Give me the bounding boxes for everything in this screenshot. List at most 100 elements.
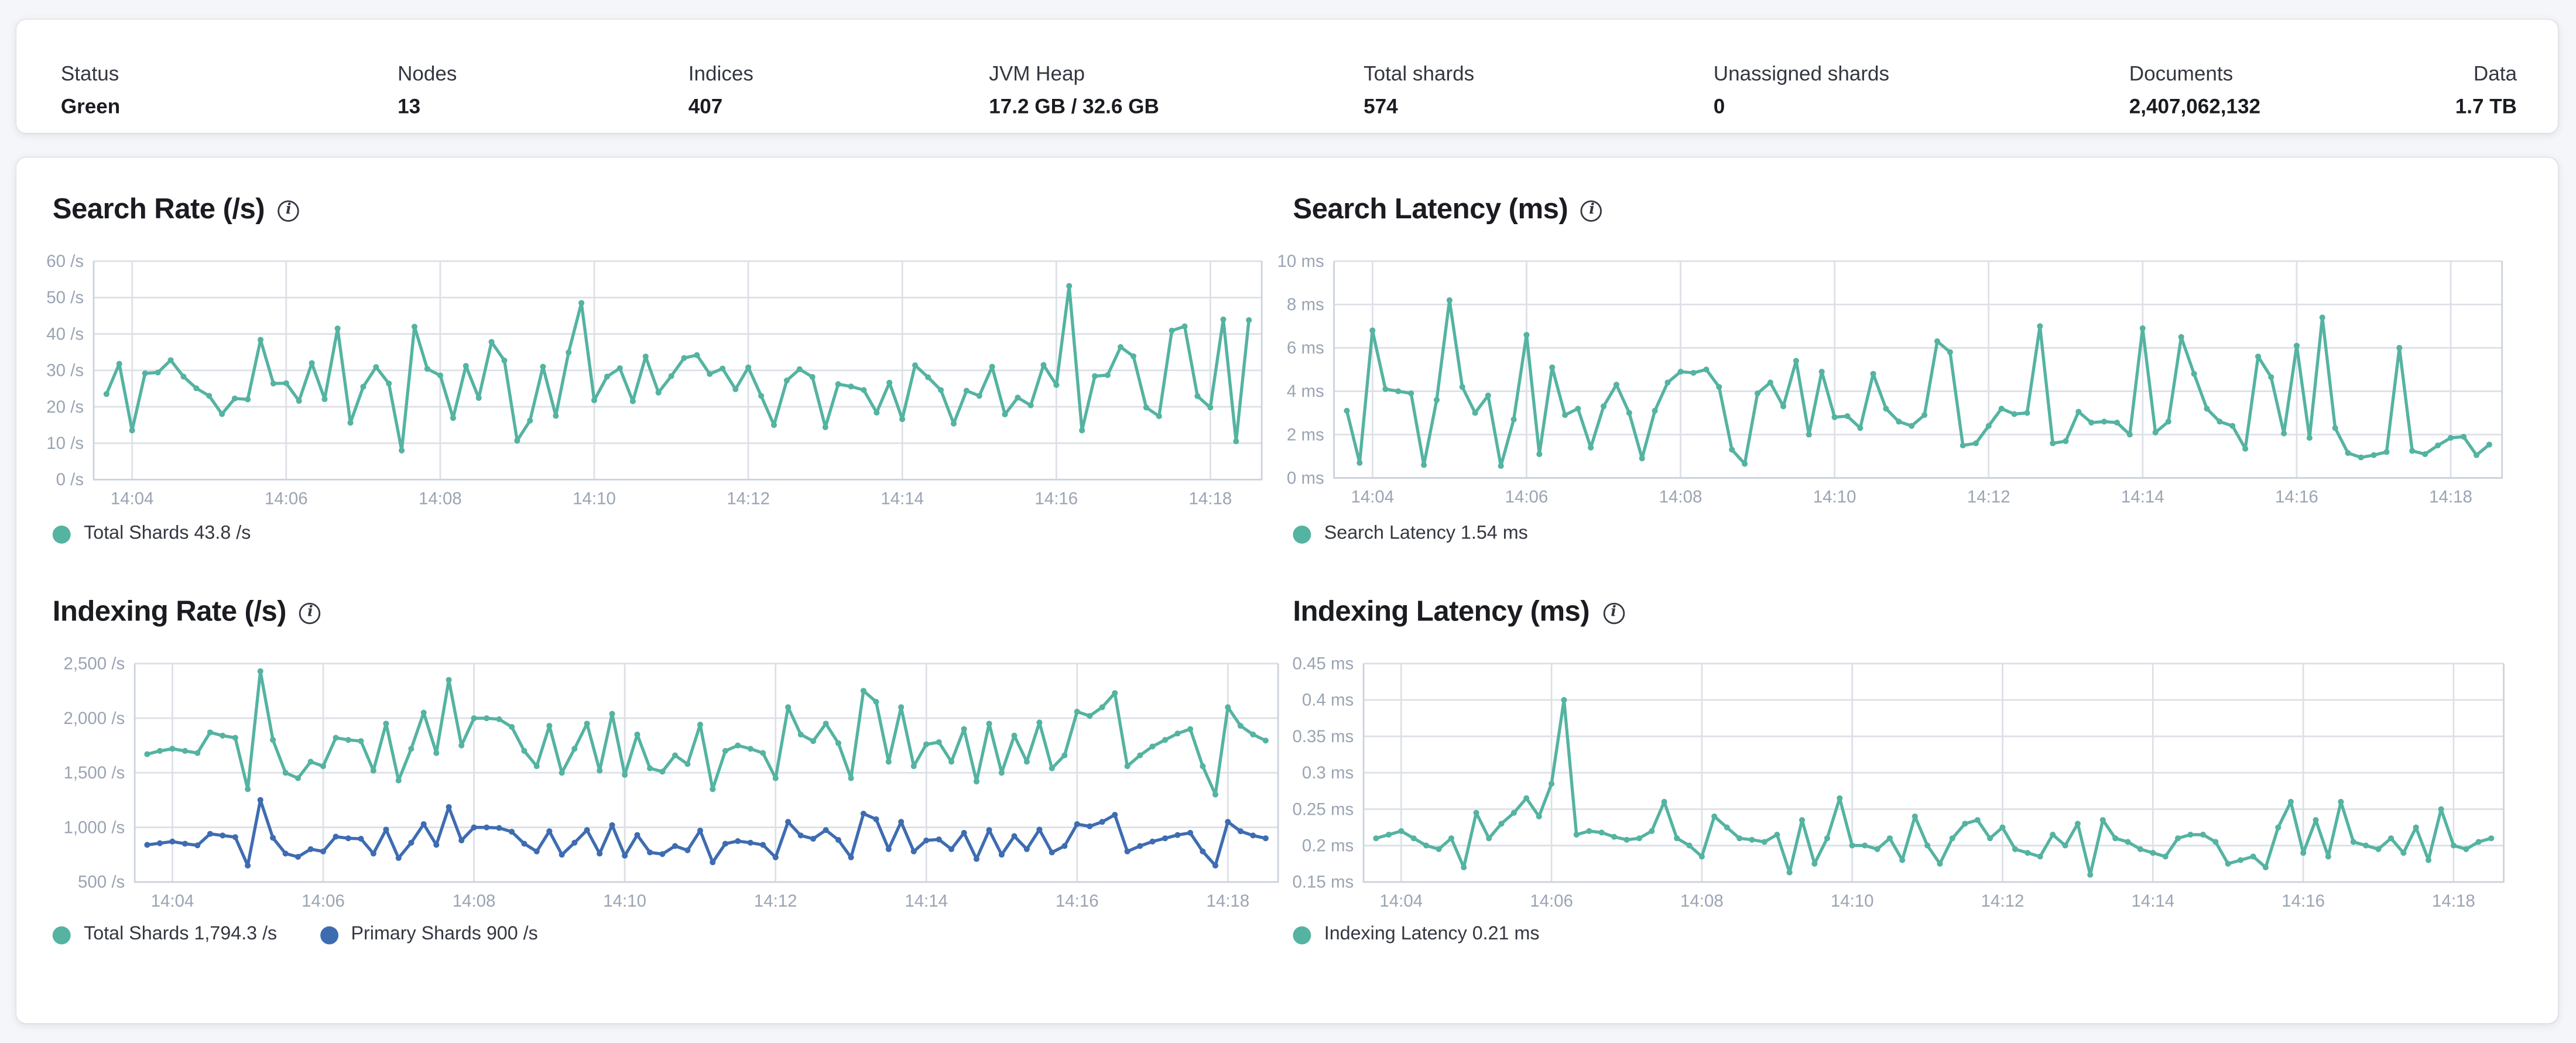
- legend-series-label: Total Shards 43.8 /s: [84, 523, 251, 543]
- svg-text:10 /s: 10 /s: [46, 434, 84, 453]
- search-latency-chart[interactable]: 0 ms 2 ms 4 ms 6 ms 8 ms 10 ms 14:04 14:06 14:08…: [1273, 240, 2522, 519]
- svg-text:14:12: 14:12: [1967, 488, 2010, 507]
- svg-text:14:16: 14:16: [1034, 489, 1078, 508]
- legend-item[interactable]: Primary Shards 900 /s: [320, 924, 538, 945]
- legend-series-dot: [1293, 524, 1311, 543]
- svg-text:14:06: 14:06: [1505, 488, 1549, 507]
- legend-series-dot: [320, 925, 338, 944]
- legend-series-dot: [52, 925, 71, 944]
- legend-series-label: Total Shards 1,794.3 /s: [84, 924, 278, 944]
- cluster-status-value: Green: [61, 95, 120, 120]
- svg-text:14:04: 14:04: [1379, 891, 1423, 911]
- svg-text:0.25 ms: 0.25 ms: [1292, 800, 1354, 819]
- svg-text:14:04: 14:04: [111, 489, 154, 508]
- chart-title-indexing-latency: Indexing Latency (ms) i: [1293, 595, 1625, 629]
- svg-text:14:08: 14:08: [419, 489, 462, 508]
- legend-item[interactable]: Indexing Latency 0.21 ms: [1293, 924, 1540, 945]
- svg-text:40 /s: 40 /s: [46, 324, 84, 344]
- search-latency-legend: Search Latency 1.54 ms: [1293, 522, 1528, 545]
- stat-label: Nodes: [398, 62, 457, 85]
- stat-value: 407: [688, 95, 723, 119]
- svg-text:14:14: 14:14: [2131, 891, 2174, 911]
- info-icon[interactable]: i: [1602, 602, 1625, 625]
- svg-text:14:12: 14:12: [727, 489, 770, 508]
- indexing-latency-legend: Indexing Latency 0.21 ms: [1293, 923, 1540, 946]
- legend-series-label: Primary Shards 900 /s: [351, 924, 538, 944]
- legend-series-label: Indexing Latency 0.21 ms: [1324, 924, 1540, 944]
- svg-text:14:08: 14:08: [1680, 891, 1724, 911]
- legend-item[interactable]: Total Shards 43.8 /s: [52, 523, 251, 544]
- svg-text:14:18: 14:18: [2432, 891, 2475, 911]
- svg-text:20 /s: 20 /s: [46, 397, 84, 417]
- metrics-charts-card: Search Rate (/s) i 0 /s 10 /s 20 /s 30 /s 40…: [16, 157, 2558, 1024]
- stat-value: 17.2 GB / 32.6 GB: [989, 95, 1159, 119]
- chart-title-search-rate: Search Rate (/s) i: [53, 192, 299, 227]
- stat-jvm-heap: JVM Heap 17.2 GB / 32.6 GB: [989, 63, 1159, 120]
- chart-title-indexing-rate: Indexing Rate (/s) i: [53, 595, 321, 629]
- svg-text:0 /s: 0 /s: [56, 470, 84, 489]
- info-icon[interactable]: i: [278, 200, 299, 222]
- svg-text:0.3 ms: 0.3 ms: [1302, 763, 1354, 783]
- stat-label: Indices: [688, 62, 753, 85]
- stat-value: 0: [1713, 95, 1725, 119]
- indexing-latency-chart[interactable]: 0.15 ms 0.2 ms 0.25 ms 0.3 ms 0.35 ms 0.4 ms 0…: [1273, 642, 2522, 921]
- info-icon[interactable]: i: [299, 602, 321, 625]
- svg-text:14:12: 14:12: [754, 891, 797, 911]
- svg-text:500 /s: 500 /s: [78, 873, 125, 892]
- legend-series-label: Search Latency 1.54 ms: [1324, 523, 1528, 543]
- stat-label: Documents: [2129, 62, 2234, 85]
- svg-text:14:14: 14:14: [905, 891, 948, 911]
- indexing-rate-chart[interactable]: 500 /s 1,000 /s 1,500 /s 2,000 /s 2,500 /s 14…: [33, 642, 1282, 921]
- svg-text:14:10: 14:10: [603, 891, 646, 911]
- svg-text:14:06: 14:06: [1530, 891, 1573, 911]
- svg-text:14:06: 14:06: [302, 891, 345, 911]
- svg-text:1,500 /s: 1,500 /s: [63, 763, 125, 783]
- legend-item[interactable]: Search Latency 1.54 ms: [1293, 523, 1528, 544]
- stat-label: Unassigned shards: [1713, 62, 1890, 85]
- chart-title-search-latency: Search Latency (ms) i: [1293, 192, 1603, 227]
- stat-data-size: Data 1.7 TB: [2455, 63, 2517, 120]
- stat-label: JVM Heap: [989, 62, 1085, 85]
- search-rate-chart[interactable]: 0 /s 10 /s 20 /s 30 /s 40 /s 50 /s 60 /s 14:04 1…: [33, 240, 1282, 519]
- svg-text:14:04: 14:04: [1351, 488, 1394, 507]
- info-icon[interactable]: i: [1581, 200, 1603, 222]
- svg-text:10 ms: 10 ms: [1277, 252, 1324, 271]
- svg-text:14:04: 14:04: [151, 891, 194, 911]
- svg-text:14:10: 14:10: [1813, 488, 1856, 507]
- stat-value: 13: [398, 95, 421, 119]
- svg-text:14:18: 14:18: [1206, 891, 1249, 911]
- stat-unassigned-shards: Unassigned shards 0: [1714, 63, 1889, 120]
- status-text: Green: [60, 95, 121, 119]
- svg-text:6 ms: 6 ms: [1287, 338, 1324, 358]
- stat-value: 1.7 TB: [2455, 95, 2517, 119]
- svg-text:14:16: 14:16: [2282, 891, 2325, 911]
- svg-text:14:18: 14:18: [1189, 489, 1232, 508]
- svg-text:60 /s: 60 /s: [46, 252, 84, 271]
- svg-text:14:10: 14:10: [573, 489, 616, 508]
- indexing-rate-legend: Total Shards 1,794.3 /s Primary Shards 90…: [52, 923, 538, 946]
- svg-text:8 ms: 8 ms: [1287, 295, 1324, 314]
- stat-documents: Documents 2,407,062,132: [2129, 63, 2260, 120]
- svg-text:0.15 ms: 0.15 ms: [1292, 873, 1354, 892]
- stat-total-shards: Total shards 574: [1364, 63, 1474, 120]
- svg-text:0.4 ms: 0.4 ms: [1302, 691, 1354, 710]
- legend-item[interactable]: Total Shards 1,794.3 /s: [52, 924, 278, 945]
- svg-text:14:06: 14:06: [265, 489, 308, 508]
- svg-text:14:16: 14:16: [1056, 891, 1099, 911]
- svg-text:14:10: 14:10: [1831, 891, 1874, 911]
- chart-title-text: Indexing Rate (/s): [52, 594, 287, 627]
- stat-label: Total shards: [1364, 62, 1475, 85]
- svg-text:0.2 ms: 0.2 ms: [1302, 836, 1354, 856]
- stat-label: Data: [2473, 62, 2517, 85]
- svg-text:14:08: 14:08: [1659, 488, 1703, 507]
- svg-text:0.45 ms: 0.45 ms: [1292, 654, 1354, 673]
- svg-text:0 ms: 0 ms: [1287, 468, 1324, 488]
- stat-value: 574: [1364, 95, 1398, 119]
- legend-series-dot: [1293, 925, 1311, 944]
- chart-title-text: Search Rate (/s): [52, 192, 265, 225]
- stat-value: 2,407,062,132: [2129, 95, 2261, 119]
- svg-text:1,000 /s: 1,000 /s: [63, 818, 125, 837]
- stat-nodes: Nodes 13: [398, 63, 457, 120]
- stat-indices: Indices 407: [688, 63, 753, 120]
